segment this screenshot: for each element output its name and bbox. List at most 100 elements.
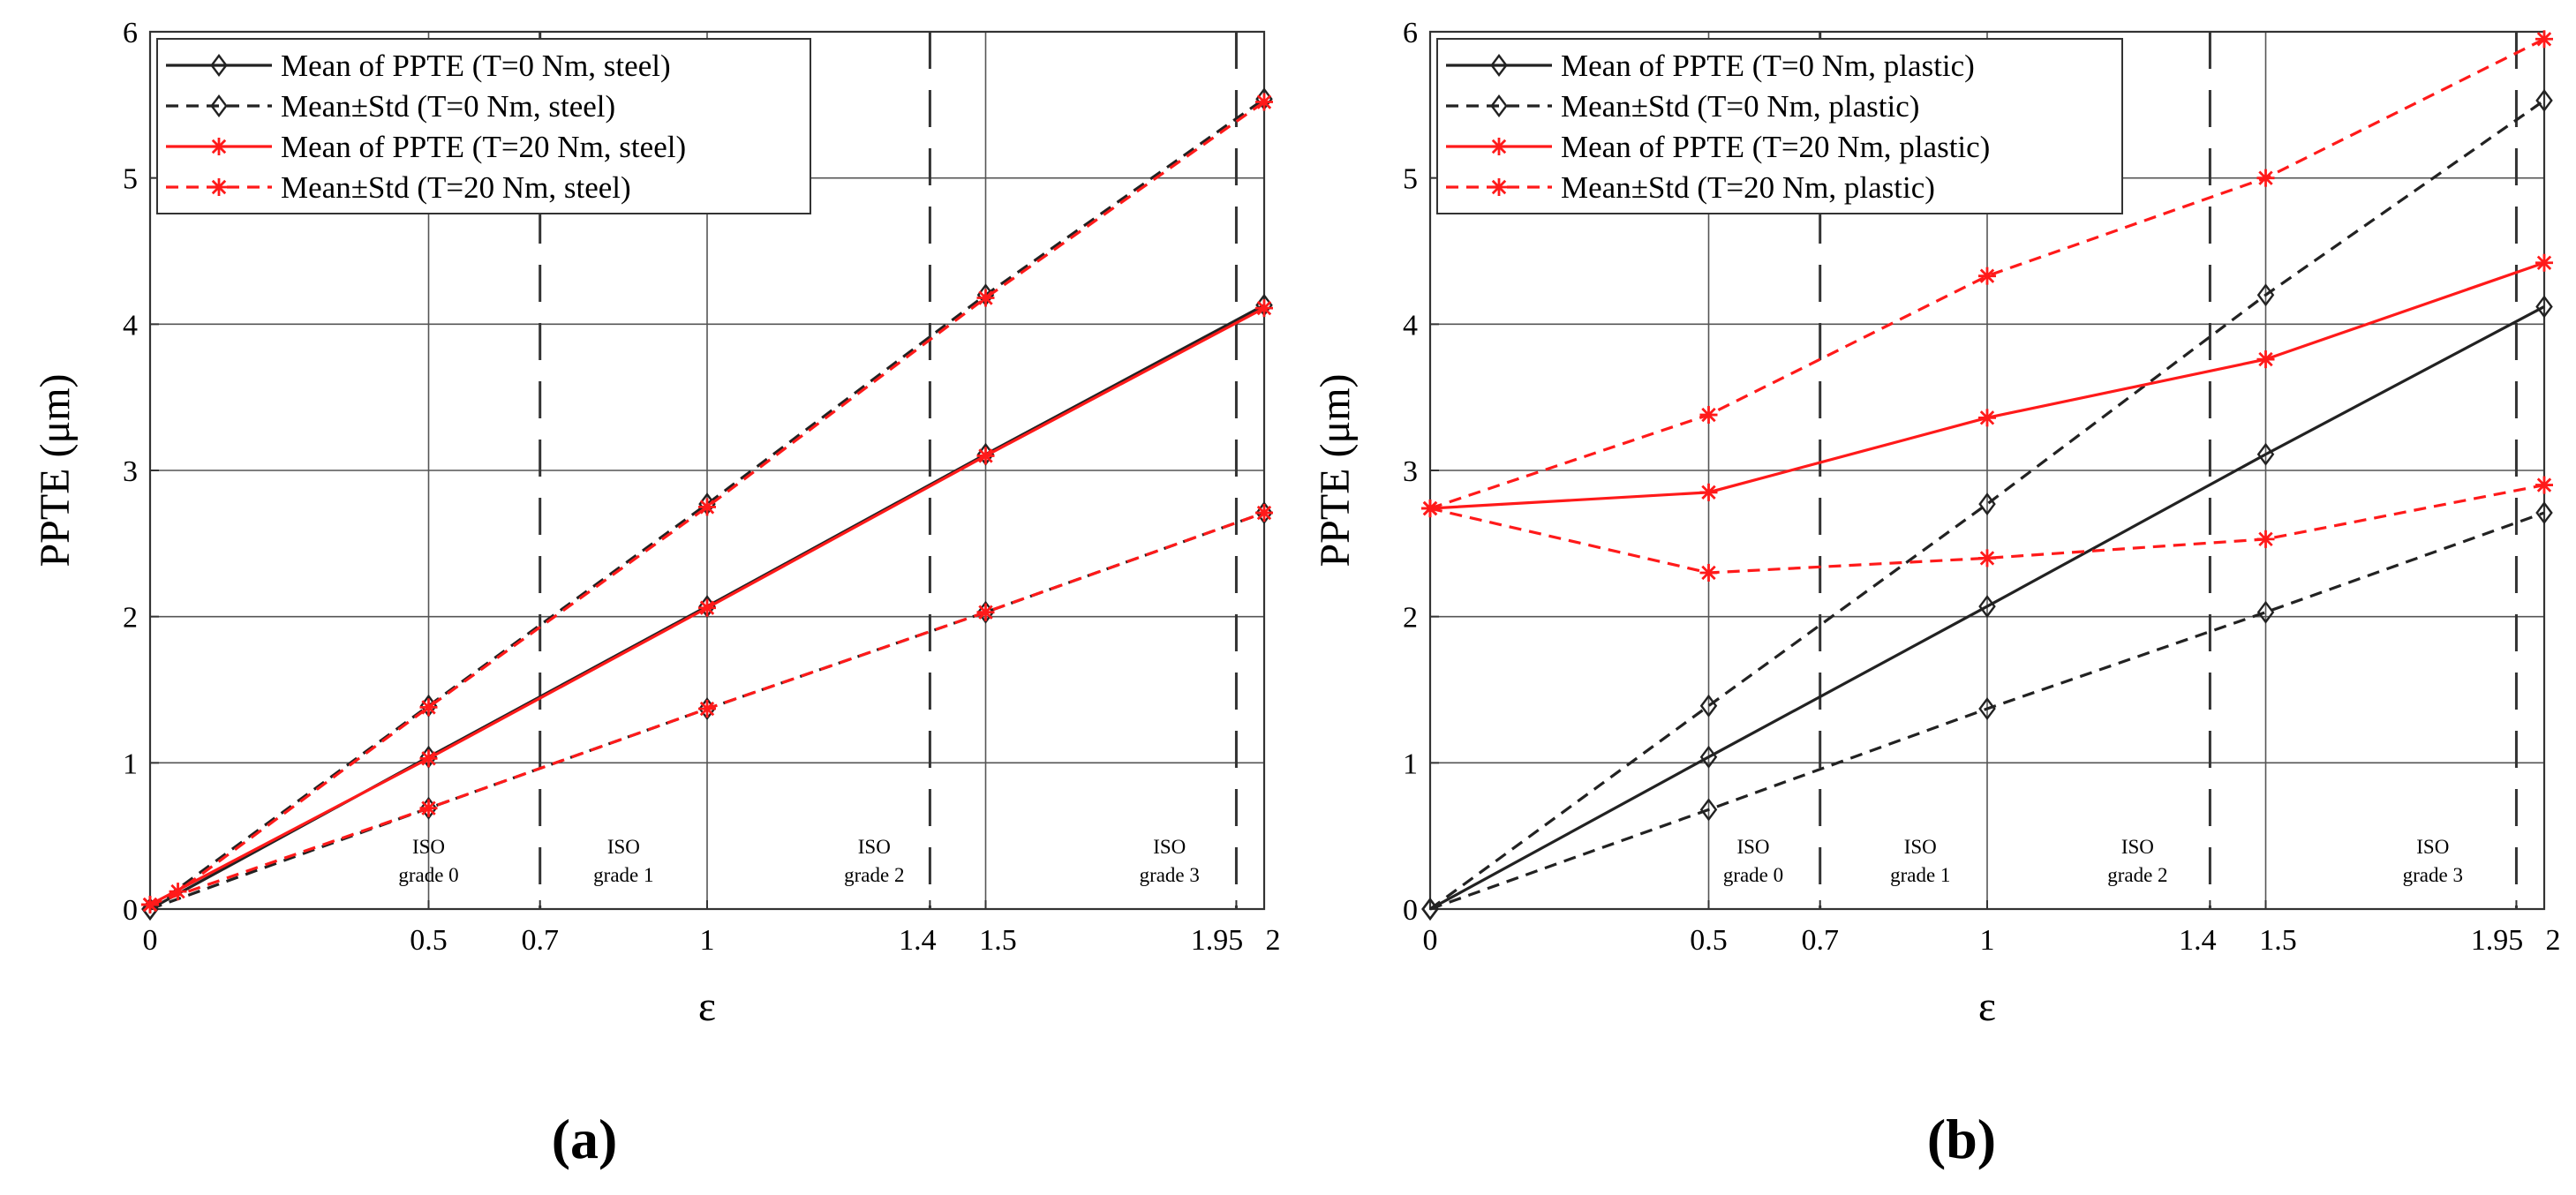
iso-zone-label-line2: grade 3 [1140,864,1200,886]
y-tick-label: 3 [1403,455,1418,488]
data-point [1255,299,1273,318]
data-point [1699,798,1718,822]
data-point [698,498,716,516]
panel-label-b: (b) [1927,1108,1996,1170]
y-tick-label: 6 [123,17,138,49]
y-tick-label: 5 [123,163,138,196]
series-line [1429,305,2545,911]
data-point-stroke-3 [1701,485,1716,500]
legend-entry-label: Mean±Std (T=0 Nm, steel) [281,89,615,124]
data-point-stroke-3 [421,700,436,715]
data-point [1978,267,1996,285]
legend-marker [1490,94,1508,117]
data-point [976,447,995,465]
data-point [419,749,438,768]
iso-zone-label-line2: grade 0 [1723,864,1783,886]
data-point-stroke-3 [978,448,993,463]
y-tick-label: 6 [1403,17,1418,49]
series-line [1429,99,2545,911]
legend-marker [1490,54,1508,77]
data-point [1978,409,1996,427]
series-line [1429,511,2545,911]
data-point [2256,442,2275,466]
chart-a: ISO grade 0 ISO grade 1 ISO grade 2 ISO grade 3… [32,17,1281,1030]
data-point [698,598,716,617]
x-tick-label: 0.7 [1801,924,1839,957]
x-tick-label: 0 [143,924,158,957]
data-point-stroke-3 [1256,300,1272,316]
legend-entry-label: Mean of PPTE (T=20 Nm, steel) [281,130,686,164]
data-point-stroke-3 [421,751,436,766]
panel-label-a: (a) [552,1108,618,1170]
legend-entry-label: Mean of PPTE (T=0 Nm, plastic) [1561,49,1975,83]
data-point [1421,898,1439,921]
legend-marker-stroke-3 [211,139,227,154]
legend-entry-label: Mean±Std (T=20 Nm, steel) [281,170,631,205]
y-tick-label: 2 [1403,602,1418,635]
data-point-stroke-3 [978,605,993,620]
y-tick-label: 3 [123,455,138,488]
data-point [141,896,159,914]
data-point [1978,492,1996,516]
data-point [2535,295,2553,319]
data-point-stroke-3 [1979,551,1995,566]
data-point [2535,88,2553,112]
iso-zone-label-line1: ISO [607,836,640,858]
data-point [1255,504,1273,522]
data-point [419,698,438,717]
x-tick-label: 1.5 [979,924,1017,957]
iso-zone-label-line2: grade 3 [2403,864,2463,886]
legend-marker [210,138,228,155]
x-tick-label: 1.4 [2179,924,2217,957]
data-point-stroke-3 [699,600,715,615]
iso-zone-label-line2: grade 0 [398,864,458,886]
data-point-stroke-3 [699,701,715,717]
iso-zone-label-line1: ISO [412,836,445,858]
data-point-stroke-3 [699,500,715,515]
data-point [1978,549,1996,567]
series-line [149,101,1265,906]
y-axis-label: PPTE (μm) [1312,373,1359,567]
data-point-stroke-3 [1256,505,1272,521]
legend-marker [1490,178,1508,196]
y-tick-label: 2 [123,602,138,635]
data-point [1255,93,1273,111]
data-point [2535,501,2553,525]
legend-entry-label: Mean±Std (T=0 Nm, plastic) [1561,89,1919,124]
legend-entry-label: Mean of PPTE (T=0 Nm, steel) [281,49,671,83]
data-point [419,799,438,817]
data-point [1699,745,1718,769]
iso-zone-label-line1: ISO [1153,836,1186,858]
data-point [1699,483,1718,501]
x-tick-label: 1.5 [2259,924,2297,957]
x-tick-label: 0.5 [410,924,448,957]
legend-entry-label: Mean of PPTE (T=20 Nm, plastic) [1561,130,1990,164]
legend-marker-stroke-3 [1491,139,1507,154]
data-point-stroke-3 [978,290,993,305]
data-point-stroke-3 [1979,268,1995,283]
x-tick-label: 0 [1423,924,1438,957]
legend-entry-label: Mean±Std (T=20 Nm, plastic) [1561,170,1935,205]
data-point [1978,697,1996,721]
legend-box [1436,38,2123,214]
data-point-stroke-3 [2536,32,2552,47]
iso-zone-label-line1: ISO [858,836,891,858]
data-point [2256,283,2275,307]
legend-marker [210,94,228,117]
y-tick-label: 0 [123,894,138,927]
x-tick-label: 2 [2546,924,2561,957]
data-point-stroke-3 [2536,477,2552,492]
data-point [976,289,995,307]
iso-zone-label-line2: grade 2 [2107,864,2167,886]
data-point [1699,694,1718,718]
data-point [2256,169,2275,187]
legend-box [156,38,811,214]
iso-zone-label-line1: ISO [1736,836,1769,858]
data-point [1699,406,1718,425]
data-point-stroke-3 [2258,170,2273,185]
iso-zone-label-line2: grade 2 [844,864,904,886]
data-point [2256,600,2275,624]
x-tick-label: 0.7 [521,924,559,957]
legend-marker [210,178,228,196]
